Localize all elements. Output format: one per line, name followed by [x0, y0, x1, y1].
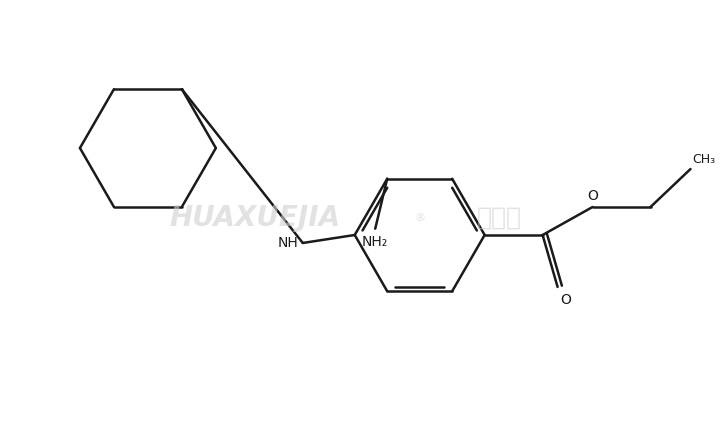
Text: CH₃: CH₃ [693, 153, 716, 166]
Text: O: O [561, 293, 572, 307]
Text: HUAXUEJIA: HUAXUEJIA [169, 204, 341, 232]
Text: O: O [587, 189, 598, 203]
Text: NH₂: NH₂ [362, 235, 388, 249]
Text: ®: ® [414, 213, 426, 223]
Text: 化学加: 化学加 [477, 206, 522, 230]
Text: NH: NH [278, 236, 299, 250]
